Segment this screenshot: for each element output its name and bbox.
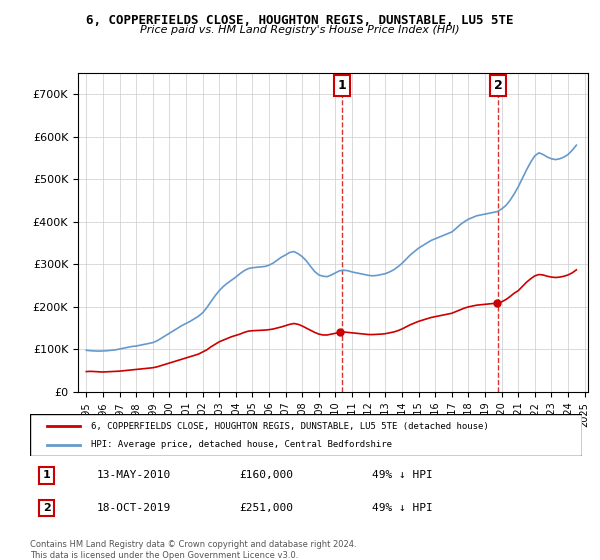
Text: £251,000: £251,000: [240, 503, 294, 513]
Text: Price paid vs. HM Land Registry's House Price Index (HPI): Price paid vs. HM Land Registry's House …: [140, 25, 460, 35]
Text: 13-MAY-2010: 13-MAY-2010: [96, 470, 170, 480]
Text: 49% ↓ HPI: 49% ↓ HPI: [372, 470, 433, 480]
Text: 2: 2: [494, 79, 503, 92]
Text: 6, COPPERFIELDS CLOSE, HOUGHTON REGIS, DUNSTABLE, LU5 5TE: 6, COPPERFIELDS CLOSE, HOUGHTON REGIS, D…: [86, 14, 514, 27]
Text: 1: 1: [337, 79, 346, 92]
Text: 18-OCT-2019: 18-OCT-2019: [96, 503, 170, 513]
Text: HPI: Average price, detached house, Central Bedfordshire: HPI: Average price, detached house, Cent…: [91, 440, 392, 449]
Text: Contains HM Land Registry data © Crown copyright and database right 2024.
This d: Contains HM Land Registry data © Crown c…: [30, 540, 356, 560]
Text: 1: 1: [43, 470, 50, 480]
Text: 6, COPPERFIELDS CLOSE, HOUGHTON REGIS, DUNSTABLE, LU5 5TE (detached house): 6, COPPERFIELDS CLOSE, HOUGHTON REGIS, D…: [91, 422, 488, 431]
FancyBboxPatch shape: [30, 414, 582, 456]
Text: 49% ↓ HPI: 49% ↓ HPI: [372, 503, 433, 513]
Text: £160,000: £160,000: [240, 470, 294, 480]
Text: 2: 2: [43, 503, 50, 513]
